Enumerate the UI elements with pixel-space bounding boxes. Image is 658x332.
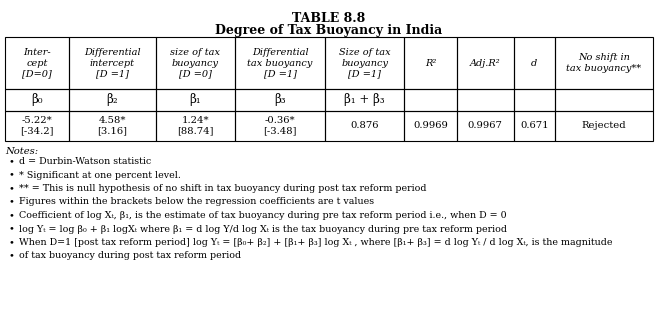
Text: •: • bbox=[9, 184, 15, 193]
Text: d = Durbin-Watson statistic: d = Durbin-Watson statistic bbox=[19, 157, 151, 166]
Bar bbox=[555, 37, 653, 89]
Text: Inter-
cept
[D=0]: Inter- cept [D=0] bbox=[22, 48, 52, 78]
Text: Rejected: Rejected bbox=[582, 122, 626, 130]
Bar bbox=[457, 37, 514, 89]
Text: R²: R² bbox=[425, 58, 436, 67]
Text: log Yₜ = log β₀ + β₁ logXₜ where β₁ = d log Y/d log Xₜ is the tax buoyancy durin: log Yₜ = log β₀ + β₁ logXₜ where β₁ = d … bbox=[19, 224, 507, 233]
Text: Differential
intercept
[D =1]: Differential intercept [D =1] bbox=[84, 48, 141, 78]
Text: 0.9969: 0.9969 bbox=[413, 122, 448, 130]
Bar bbox=[404, 89, 457, 111]
Bar bbox=[5, 111, 68, 141]
Text: •: • bbox=[9, 224, 15, 233]
Bar bbox=[5, 37, 68, 89]
Bar bbox=[404, 37, 457, 89]
Text: •: • bbox=[9, 171, 15, 180]
Bar bbox=[5, 89, 68, 111]
Text: -0.36*
[-3.48]: -0.36* [-3.48] bbox=[263, 116, 297, 136]
Text: * Significant at one percent level.: * Significant at one percent level. bbox=[19, 171, 181, 180]
Text: of tax buoyancy during post tax reform period: of tax buoyancy during post tax reform p… bbox=[19, 252, 241, 261]
Bar bbox=[68, 37, 156, 89]
Bar bbox=[235, 37, 325, 89]
Text: Size of tax
buoyancy
[D =1]: Size of tax buoyancy [D =1] bbox=[339, 48, 390, 78]
Text: Notes:: Notes: bbox=[5, 147, 38, 156]
Bar bbox=[156, 89, 235, 111]
Text: Differential
tax buoyancy
[D =1]: Differential tax buoyancy [D =1] bbox=[247, 48, 313, 78]
Text: No shift in
tax buoyancy**: No shift in tax buoyancy** bbox=[567, 53, 642, 73]
Text: TABLE 8.8: TABLE 8.8 bbox=[292, 12, 366, 25]
Text: β₁: β₁ bbox=[190, 94, 201, 107]
Text: ** = This is null hypothesis of no shift in tax buoyancy during post tax reform : ** = This is null hypothesis of no shift… bbox=[19, 184, 426, 193]
Bar bbox=[514, 37, 555, 89]
Bar bbox=[514, 89, 555, 111]
Text: β₀: β₀ bbox=[31, 94, 43, 107]
Text: 1.24*
[88.74]: 1.24* [88.74] bbox=[177, 116, 214, 136]
Bar bbox=[156, 37, 235, 89]
Bar bbox=[514, 111, 555, 141]
Bar bbox=[235, 111, 325, 141]
Text: β₂: β₂ bbox=[107, 94, 118, 107]
Bar bbox=[156, 111, 235, 141]
Text: β₁ + β₃: β₁ + β₃ bbox=[344, 94, 385, 107]
Bar bbox=[325, 37, 404, 89]
Bar bbox=[457, 89, 514, 111]
Text: Adj.R²: Adj.R² bbox=[470, 58, 501, 67]
Text: Coefficient of log Xₜ, β₁, is the estimate of tax buoyancy during pre tax reform: Coefficient of log Xₜ, β₁, is the estima… bbox=[19, 211, 507, 220]
Bar bbox=[555, 111, 653, 141]
Bar bbox=[325, 89, 404, 111]
Bar bbox=[555, 89, 653, 111]
Bar bbox=[404, 111, 457, 141]
Text: •: • bbox=[9, 157, 15, 166]
Bar bbox=[68, 111, 156, 141]
Bar bbox=[457, 111, 514, 141]
Bar bbox=[235, 89, 325, 111]
Text: size of tax
buoyancy
[D =0]: size of tax buoyancy [D =0] bbox=[170, 48, 220, 78]
Text: 0.671: 0.671 bbox=[520, 122, 549, 130]
Text: •: • bbox=[9, 198, 15, 207]
Text: •: • bbox=[9, 238, 15, 247]
Bar bbox=[325, 111, 404, 141]
Text: 0.876: 0.876 bbox=[350, 122, 379, 130]
Text: β₃: β₃ bbox=[274, 94, 286, 107]
Text: When D=1 [post tax reform period] log Yₜ = [β₀+ β₂] + [β₁+ β₃] log Xₜ , where [β: When D=1 [post tax reform period] log Yₜ… bbox=[19, 238, 613, 247]
Text: 4.58*
[3.16]: 4.58* [3.16] bbox=[97, 116, 127, 136]
Text: 0.9967: 0.9967 bbox=[468, 122, 503, 130]
Text: •: • bbox=[9, 252, 15, 261]
Text: Figures within the brackets below the regression coefficients are t values: Figures within the brackets below the re… bbox=[19, 198, 374, 207]
Text: Degree of Tax Buoyancy in India: Degree of Tax Buoyancy in India bbox=[215, 24, 443, 37]
Text: -5.22*
[-34.2]: -5.22* [-34.2] bbox=[20, 116, 53, 136]
Text: d: d bbox=[531, 58, 538, 67]
Text: •: • bbox=[9, 211, 15, 220]
Bar bbox=[68, 89, 156, 111]
